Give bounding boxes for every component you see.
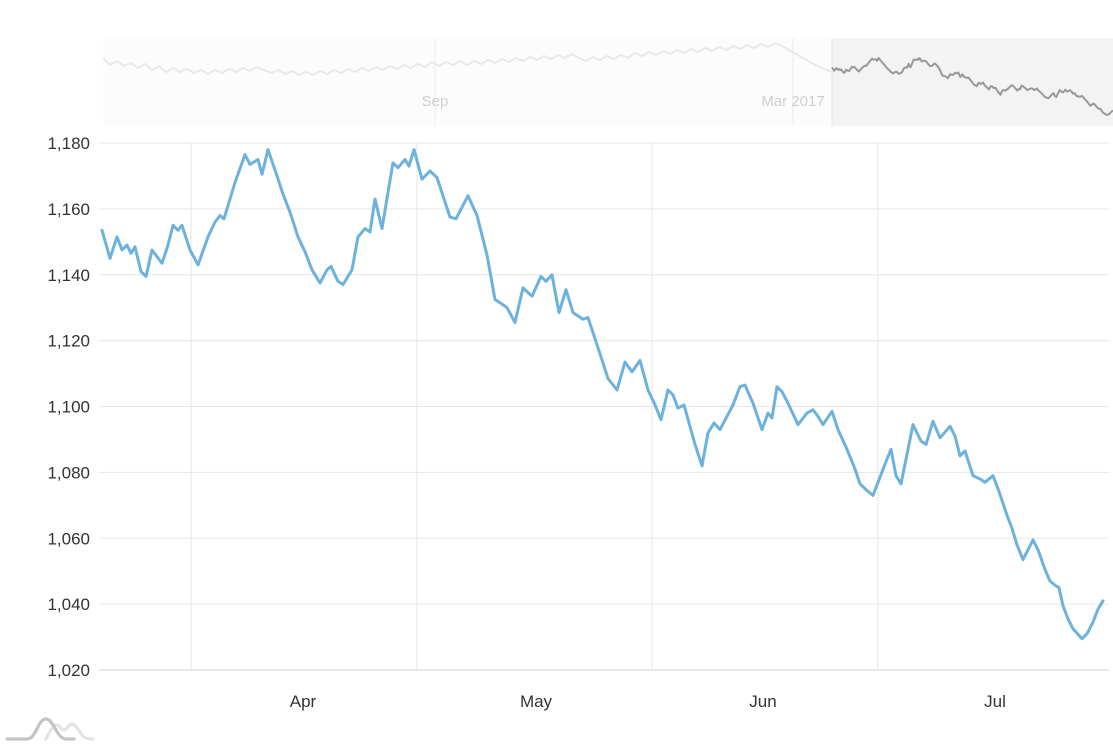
- y-axis-label: 1,080: [47, 463, 90, 482]
- navigator-tick-label: Mar 2017: [761, 93, 824, 110]
- y-axis-label: 1,120: [47, 332, 90, 351]
- highcharts-logo: [5, 717, 95, 741]
- y-axis-label: 1,040: [47, 595, 90, 614]
- y-axis-label: 1,140: [47, 266, 90, 285]
- navigator-series-dimmed: [102, 42, 833, 76]
- x-axis-label: May: [520, 692, 553, 711]
- x-axis-label: Jun: [749, 692, 776, 711]
- navigator-tick-label: Sep: [422, 93, 449, 110]
- y-axis-label: 1,020: [47, 661, 90, 680]
- x-axis-label: Apr: [290, 692, 317, 711]
- y-axis-label: 1,060: [47, 529, 90, 548]
- navigator-series-selected: [831, 57, 1113, 116]
- price-series-line[interactable]: [100, 148, 1105, 641]
- y-axis-label: 1,180: [47, 134, 90, 153]
- y-axis-label: 1,160: [47, 200, 90, 219]
- x-axis-label: Jul: [984, 692, 1006, 711]
- y-axis-label: 1,100: [47, 398, 90, 417]
